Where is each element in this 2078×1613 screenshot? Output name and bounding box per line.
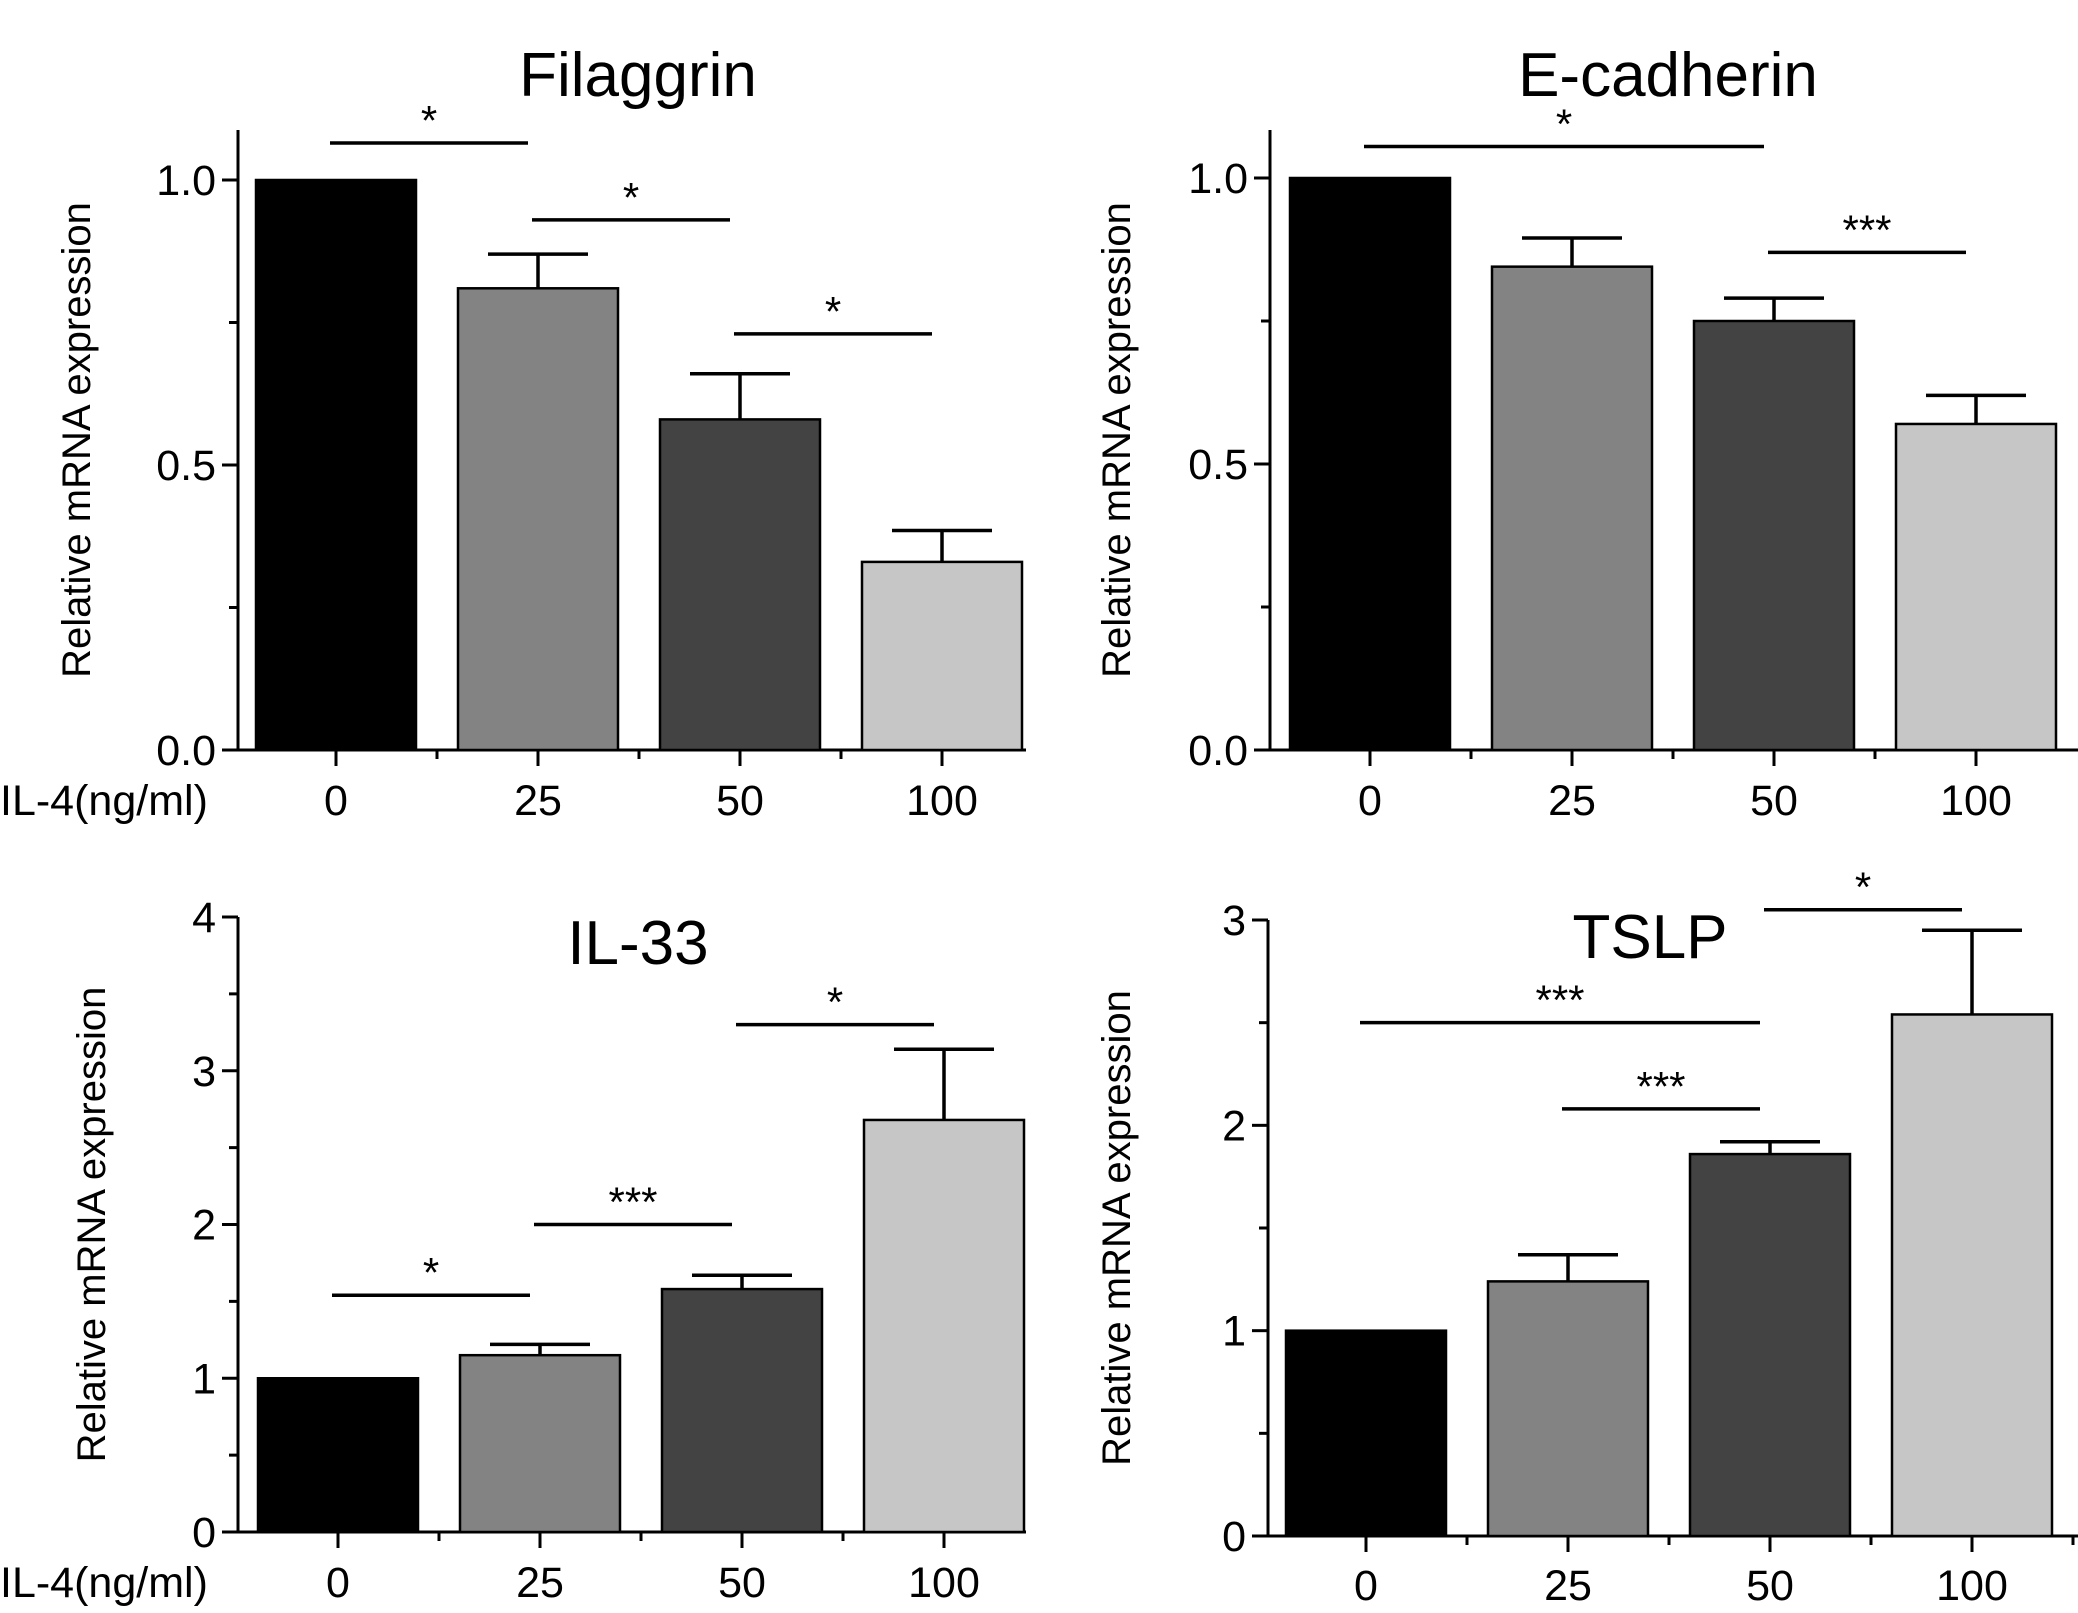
x-axis-prefix-label: IL-4(ng/ml) [0,777,208,825]
bar-25 [1486,1280,1650,1538]
bar-100 [1894,422,2058,752]
x-tick-label-100: 100 [908,1559,980,1607]
bar-50 [1688,1152,1852,1538]
y-tick-label: 1 [1222,1308,1246,1356]
significance-label: * [1556,101,1572,148]
panel-il-33: IL-33 Relative mRNA expression 0 1 2 3 4 0 25 50 1… [0,894,1026,1607]
x-tick-label-25: 25 [514,777,562,825]
y-axis-label: Relative mRNA expression [1095,202,1139,678]
y-axis-label: Relative mRNA expression [1095,990,1139,1466]
significance-label: * [827,979,843,1026]
bar-25 [456,287,620,752]
x-tick-label-100: 100 [1936,1562,2008,1610]
x-tick-label-0: 0 [326,1559,350,1607]
significance-label: * [421,97,437,144]
y-tick-label: 1.0 [156,157,216,205]
x-tick-label-0: 0 [1358,777,1382,825]
bar-100 [860,560,1024,752]
bar-0 [256,1377,420,1534]
panel-filaggrin: Filaggrin Relative mRNA expression 0.0 0.5 1… [0,41,1026,825]
y-tick-label: 0.5 [1188,441,1248,489]
x-tick-label-0: 0 [324,777,348,825]
bar-100 [862,1118,1026,1534]
x-tick-label-0: 0 [1354,1562,1378,1610]
x-tick-label-25: 25 [1548,777,1596,825]
y-tick-label: 4 [192,894,216,942]
bar-0 [1284,1329,1448,1538]
y-tick-label: 0.0 [1188,727,1248,775]
bar-100 [1890,1013,2054,1538]
significance-label: * [423,1249,439,1296]
x-tick-label-100: 100 [1940,777,2012,825]
bar-50 [658,418,822,752]
panel-tslp: TSLP Relative mRNA expression 0 1 2 3 0 25 50 100… [1095,864,2078,1610]
bar-25 [458,1353,622,1534]
bar-50 [1692,319,1856,752]
chart-title: TSLP [1572,903,1727,972]
x-tick-label-50: 50 [718,1559,766,1607]
x-tick-label-50: 50 [1746,1562,1794,1610]
significance-label: *** [1842,206,1891,253]
y-axis-label: Relative mRNA expression [70,987,114,1463]
chart-title: E-cadherin [1518,41,1818,110]
chart-title: IL-33 [567,909,708,978]
x-tick-label-25: 25 [516,1559,564,1607]
x-tick-label-25: 25 [1544,1562,1592,1610]
bar-50 [660,1287,824,1534]
y-tick-label: 3 [192,1048,216,1096]
y-tick-label: 1 [192,1355,216,1403]
bar-25 [1490,265,1654,752]
x-tick-label-50: 50 [716,777,764,825]
bar-0 [254,178,418,752]
y-tick-label: 1.0 [1188,155,1248,203]
y-tick-label: 0 [192,1509,216,1557]
y-tick-label: 3 [1222,897,1246,945]
significance-label: * [825,288,841,335]
chart-title: Filaggrin [519,41,757,110]
y-tick-label: 2 [192,1202,216,1250]
significance-label: *** [1636,1063,1685,1110]
y-tick-label: 0.0 [156,727,216,775]
significance-label: * [1855,864,1871,911]
y-axis-label: Relative mRNA expression [55,202,99,678]
significance-label: *** [608,1179,657,1226]
significance-label: *** [1535,977,1584,1024]
x-axis-prefix-label: IL-4(ng/ml) [0,1559,208,1607]
panel-e-cadherin: E-cadherin Relative mRNA expression 0.0 0.5… [1095,41,2078,825]
y-tick-label: 2 [1222,1102,1246,1150]
x-tick-label-100: 100 [906,777,978,825]
y-tick-label: 0 [1222,1513,1246,1561]
x-tick-label-50: 50 [1750,777,1798,825]
bar-0 [1288,176,1452,752]
significance-label: * [623,174,639,221]
y-tick-label: 0.5 [156,442,216,490]
